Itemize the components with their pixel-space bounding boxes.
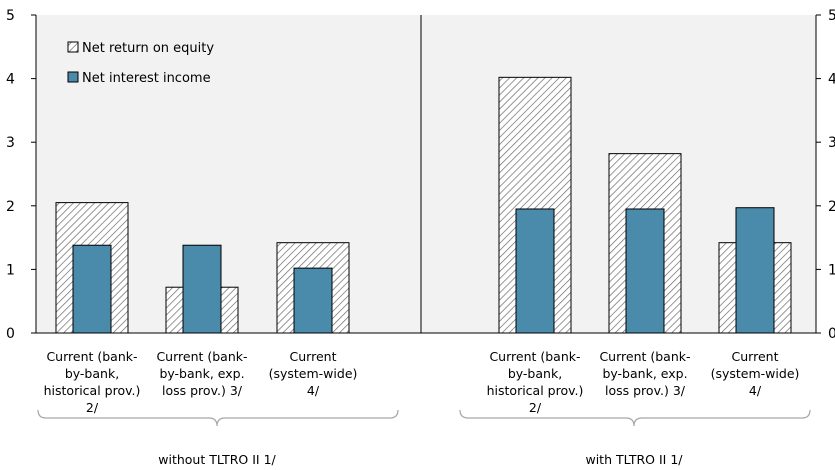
y-tick-label-right: 1 xyxy=(828,262,835,278)
bar-net-interest-income xyxy=(293,267,333,334)
legend-label-net-interest-income: Net interest income xyxy=(82,71,211,86)
bar-net-interest-income xyxy=(515,208,555,334)
y-tick-label-right: 0 xyxy=(828,326,835,342)
group-label: with TLTRO II 1/ xyxy=(585,452,683,467)
bar-net-interest-income xyxy=(182,244,222,334)
y-tick-label-left: 5 xyxy=(6,8,15,24)
bars-layer xyxy=(55,76,792,334)
y-tick-label-left: 0 xyxy=(6,326,15,342)
legend-swatch-net-interest-income xyxy=(67,71,79,83)
y-axis-ticks: 0 0 1 1 2 2 3 3 4 4 5 5 xyxy=(6,8,835,342)
legend-swatch-net-return-on-equity xyxy=(67,41,79,53)
y-tick-label-right: 3 xyxy=(828,135,835,151)
group-bracket xyxy=(37,409,399,427)
legend-label-net-return-on-equity: Net return on equity xyxy=(82,41,214,56)
category-label: Current (bank-by-bank, exp. loss prov.) 3… xyxy=(599,349,690,398)
y-tick-label-right: 5 xyxy=(828,8,835,24)
y-tick-label-left: 1 xyxy=(6,262,15,278)
y-tick-label-right: 2 xyxy=(828,199,835,215)
bar-net-interest-income xyxy=(72,244,112,334)
plot-area xyxy=(36,15,816,333)
category-label: Current (system-wide) 4/ xyxy=(711,349,800,398)
legend: Net return on equity Net interest income xyxy=(67,41,214,86)
category-label: Current (system-wide) 4/ xyxy=(269,349,358,398)
group-label: without TLTRO II 1/ xyxy=(158,452,276,467)
category-labels: Current (bank-by-bank, historical prov.) 2… xyxy=(44,349,800,415)
y-tick-label-left: 4 xyxy=(6,72,15,88)
bar-net-interest-income xyxy=(735,207,775,334)
y-tick-label-left: 3 xyxy=(6,135,15,151)
bar-net-interest-income xyxy=(625,208,665,334)
category-label: Current (bank-by-bank, exp. loss prov.) 3… xyxy=(156,349,247,398)
category-label: Current (bank-by-bank, historical prov.) 2… xyxy=(44,349,141,415)
group-brackets: without TLTRO II 1/with TLTRO II 1/ xyxy=(37,409,811,467)
group-bracket xyxy=(459,409,811,427)
category-label: Current (bank-by-bank, historical prov.) 2… xyxy=(487,349,584,415)
y-tick-label-left: 2 xyxy=(6,199,15,215)
y-tick-label-right: 4 xyxy=(828,72,835,88)
